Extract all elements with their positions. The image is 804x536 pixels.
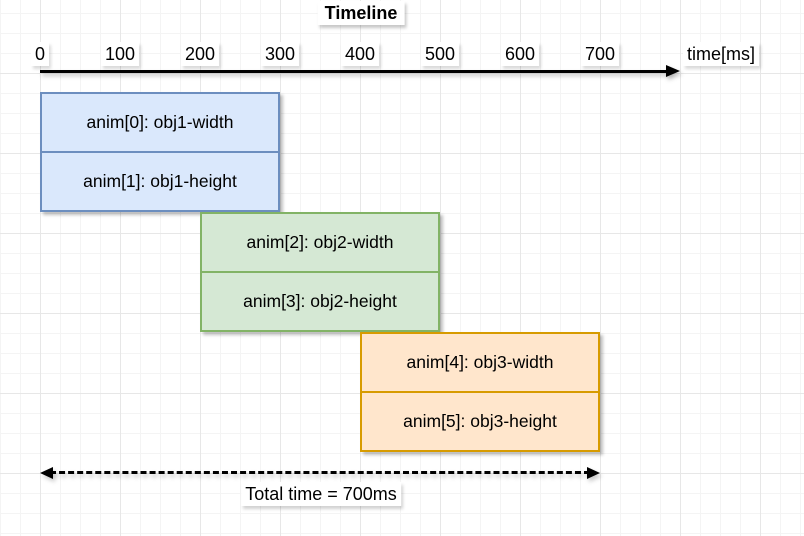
anim-group-obj3: anim[4]: obj3-width anim[5]: obj3-height: [360, 332, 600, 452]
anim-group-obj2: anim[2]: obj2-width anim[3]: obj2-height: [200, 212, 440, 332]
anim-bar-label: anim[0]: obj1-width: [86, 112, 234, 132]
anim-bar-4: anim[4]: obj3-width: [362, 334, 598, 391]
anim-bar-label: anim[1]: obj1-height: [83, 171, 237, 191]
arrowhead-left-icon: [40, 467, 53, 479]
axis-tick-700: 700: [580, 42, 620, 66]
anim-bar-label: anim[3]: obj2-height: [243, 291, 397, 311]
axis-tick-100: 100: [100, 42, 140, 66]
total-time-arrow: [40, 466, 600, 480]
anim-bar-5: anim[5]: obj3-height: [362, 391, 598, 450]
anim-bar-label: anim[2]: obj2-width: [246, 232, 394, 252]
axis-line: [40, 70, 670, 73]
anim-bar-1: anim[1]: obj1-height: [42, 151, 278, 210]
anim-bar-2: anim[2]: obj2-width: [202, 214, 438, 271]
axis-tick-500: 500: [420, 42, 460, 66]
anim-bar-label: anim[4]: obj3-width: [406, 352, 554, 372]
axis-tick-600: 600: [500, 42, 540, 66]
anim-bar-label: anim[5]: obj3-height: [403, 411, 557, 431]
dashed-line: [50, 471, 590, 474]
axis-tick-0: 0: [30, 42, 50, 66]
total-time-label: Total time = 700ms: [241, 482, 401, 506]
axis-tick-200: 200: [180, 42, 220, 66]
axis-tick-400: 400: [340, 42, 380, 66]
anim-bar-0: anim[0]: obj1-width: [42, 94, 278, 151]
anim-bar-3: anim[3]: obj2-height: [202, 271, 438, 330]
diagram-title: Timeline: [317, 1, 405, 25]
axis-unit-label: time[ms]: [682, 42, 760, 66]
arrowhead-right-icon: [587, 467, 600, 479]
anim-group-obj1: anim[0]: obj1-width anim[1]: obj1-height: [40, 92, 280, 212]
axis-arrowhead-icon: [666, 65, 680, 77]
axis-tick-300: 300: [260, 42, 300, 66]
